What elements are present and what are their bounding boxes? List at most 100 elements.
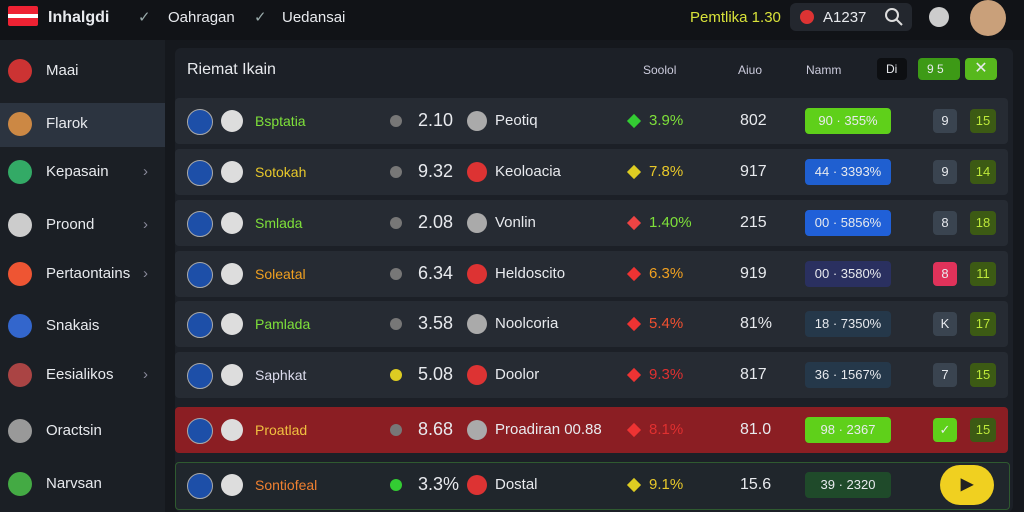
box[interactable]: 8 [933,262,957,286]
team-logo [221,419,243,441]
box[interactable]: 18 [970,211,996,235]
team-logo [467,314,487,334]
team-logo [467,162,487,182]
sidebar-item[interactable]: Pertaontains [46,265,131,282]
filter-button[interactable] [877,58,907,80]
odds-badge[interactable]: 44 · 3393% [805,159,891,185]
odds-badge[interactable]: 90 · 355% [805,108,891,134]
team-name: Saphkat [255,367,307,383]
score: 3.58 [418,313,454,333]
sidebar-item[interactable]: Proond [46,216,95,233]
box[interactable]: 11 [970,262,996,286]
toggle-label: 9 5 [927,62,944,76]
team-name: Smlada [255,215,303,231]
box[interactable]: ✓ [933,418,957,442]
search-icon [800,10,814,24]
box[interactable]: K [933,312,957,336]
box[interactable]: 9 [933,160,957,184]
play-button[interactable]: ▶ [940,465,994,505]
score: 2.10 [418,110,454,130]
team-name: Noolcoria [495,315,559,332]
sidebar-icon [8,59,32,83]
team-logo [467,420,487,440]
value: 817 [740,366,767,383]
avatar[interactable] [970,0,1006,36]
chevron: › [143,163,148,180]
box[interactable]: 14 [970,160,996,184]
score: 6.34 [418,263,454,283]
score: 9.32 [418,161,454,181]
change: 8.1% [649,421,684,438]
value: 81.0 [740,421,772,438]
odds-badge[interactable]: 00 · 5856% [805,210,891,236]
change: 9.3% [649,366,684,383]
score: 2.08 [418,212,454,232]
value: 917 [740,163,767,180]
team-name: Proatlad [255,422,308,438]
change: 5.4% [649,315,684,332]
odds-badge[interactable]: 00 · 3580% [805,261,891,287]
team-logo [221,313,243,335]
sidebar-icon [8,363,32,387]
chevron: › [143,366,148,383]
sidebar-icon [8,314,32,338]
change: 9.1% [649,476,684,493]
brand: Inhalgdi [48,9,110,26]
sidebar-item[interactable]: Flarok [46,115,88,132]
team-logo [221,161,243,183]
box[interactable]: 15 [970,109,996,133]
nav-link[interactable]: Oahragan [168,9,235,26]
team-logo [187,312,213,338]
menu-button[interactable] [929,7,949,27]
box[interactable]: 17 [970,312,996,336]
toggle-button[interactable] [918,58,960,80]
change: 6.3% [649,265,684,282]
sidebar-item[interactable]: Narvsan [46,475,102,492]
team-logo [221,110,243,132]
odds-badge[interactable]: 39 · 2320 [805,472,891,498]
close-button[interactable]: ✕ [965,58,997,80]
team-logo [187,418,213,444]
column-header: Soolol [643,63,677,77]
sidebar-item[interactable]: Maai [46,62,79,79]
nav-check: ✓ [254,9,267,26]
chevron: › [143,216,148,233]
team-logo [221,212,243,234]
search-button[interactable] [884,7,904,27]
team-name: Vonlin [495,214,536,231]
team-logo [187,363,213,389]
value: 81% [740,315,773,332]
box[interactable]: 8 [933,211,957,235]
balance: Pemtlika 1.30 [690,9,781,26]
value: 15.6 [740,476,772,493]
team-name: Bsptatia [255,113,306,129]
team-name: Pamlada [255,316,311,332]
team-logo [187,160,213,186]
nav-link[interactable]: Uedansai [282,9,346,26]
odds-badge[interactable]: 36 · 1567% [805,362,891,388]
sidebar-icon [8,112,32,136]
team-logo [187,211,213,237]
nav-check: ✓ [138,9,151,26]
team-logo [221,263,243,285]
box[interactable]: 15 [970,418,996,442]
box[interactable]: 15 [970,363,996,387]
box[interactable]: 7 [933,363,957,387]
sidebar-icon [8,160,32,184]
sidebar-item[interactable]: Kepasain [46,163,109,180]
score: 3.3% [418,474,460,494]
sidebar-item[interactable]: Eesialikos [46,366,114,383]
sidebar-item[interactable]: Snakais [46,317,100,334]
logo [8,6,38,26]
panel-title: Riemat Ikain [187,61,276,78]
sidebar-item[interactable]: Oractsin [46,422,102,439]
team-name: Doolor [495,366,540,383]
status-dot [390,369,402,381]
team-name: Sontiofeal [255,477,318,493]
sidebar-icon [8,419,32,443]
search-text: A1237 [823,9,867,26]
odds-badge[interactable]: 98 · 2367 [805,417,891,443]
odds-badge[interactable]: 18 · 7350% [805,311,891,337]
box[interactable]: 9 [933,109,957,133]
